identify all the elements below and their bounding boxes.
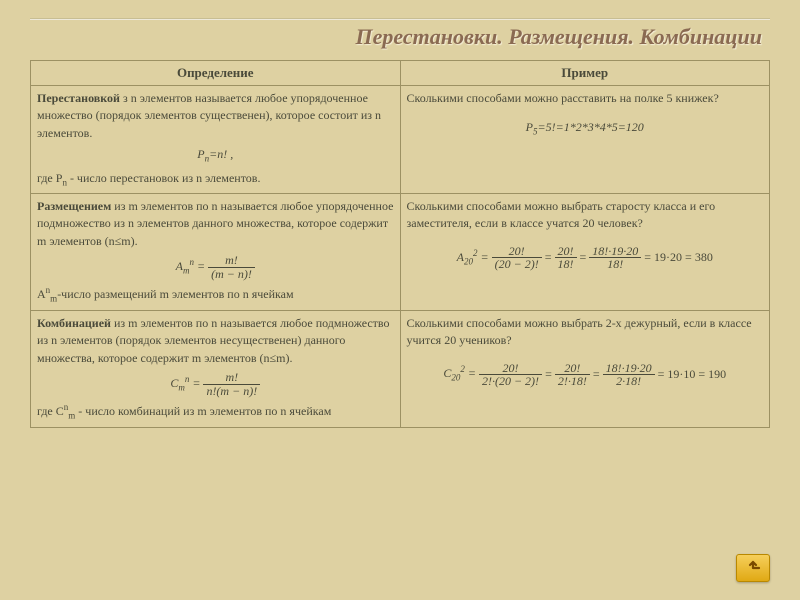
example-cell: Сколькими способами можно выбрать 2-х де… [400, 310, 770, 427]
return-arrow-icon [744, 559, 762, 577]
fraction-num: 20! [492, 245, 542, 259]
example-question: Сколькими способами можно выбрать старос… [407, 198, 764, 233]
fraction-den: (20 − 2)! [492, 258, 542, 271]
formula-lhs: Cmn = [170, 376, 200, 390]
fraction-den: 18! [555, 258, 577, 271]
fraction-num: 18!·19·20 [603, 362, 655, 376]
fraction-num: 20! [555, 362, 590, 376]
fraction-den: n!(m − n)! [203, 385, 260, 398]
formula: Cmn = m! n!(m − n)! [37, 371, 394, 397]
fraction: m! (m − n)! [208, 254, 255, 280]
example-formula: A202 = 20!(20 − 2)! = 20!18! = 18!·19·20… [407, 245, 764, 271]
table-body: Перестановкой з n элементов называется л… [31, 86, 770, 428]
formula-lhs: C202 = [443, 366, 476, 380]
formula-note: Anm-число размещений m элементов по n яч… [37, 284, 394, 305]
example-cell: Сколькими способами можно расставить на … [400, 86, 770, 194]
fraction-den: 2·18! [603, 375, 655, 388]
return-button[interactable] [736, 554, 770, 582]
fraction-num: m! [208, 254, 255, 268]
term: Комбинацией [37, 316, 111, 330]
table-row: Размещением из m элементов по n называет… [31, 194, 770, 311]
top-divider [30, 18, 770, 20]
fraction-num: 20! [555, 245, 577, 259]
example-formula: P5=5!=1*2*3*4*5=120 [407, 119, 764, 138]
formula-result: = 19·10 = 190 [658, 366, 727, 380]
header-example: Пример [400, 61, 770, 86]
term: Размещением [37, 199, 111, 213]
slide: Перестановки. Размещения. Комбинации Опр… [0, 0, 800, 600]
formula: Pn=n! , [37, 146, 394, 165]
definition-cell: Размещением из m элементов по n называет… [31, 194, 401, 311]
formula-note: где Cnm - число комбинаций из m элементо… [37, 401, 394, 422]
formula-lhs: Amn = [176, 259, 205, 273]
formula-note: где Pn - число перестановок из n элемент… [37, 170, 394, 189]
term: Перестановкой [37, 91, 120, 105]
table-row: Комбинацией из m элементов по n называет… [31, 310, 770, 427]
example-formula: C202 = 20!2!·(20 − 2)! = 20!2!·18! = 18!… [407, 362, 764, 388]
formula: Amn = m! (m − n)! [37, 254, 394, 280]
fraction-den: 2!·(20 − 2)! [479, 375, 542, 388]
fraction-den: 2!·18! [555, 375, 590, 388]
table-row: Перестановкой з n элементов называется л… [31, 86, 770, 194]
formula-result: = 19·20 = 380 [644, 250, 713, 264]
header-definition: Определение [31, 61, 401, 86]
table-header-row: Определение Пример [31, 61, 770, 86]
fraction-num: 20! [479, 362, 542, 376]
example-cell: Сколькими способами можно выбрать старос… [400, 194, 770, 311]
fraction-den: 18! [589, 258, 641, 271]
fraction: m! n!(m − n)! [203, 371, 260, 397]
content-table: Определение Пример Перестановкой з n эле… [30, 60, 770, 428]
definition-cell: Перестановкой з n элементов называется л… [31, 86, 401, 194]
formula-lhs: A202 = [457, 250, 489, 264]
definition-cell: Комбинацией из m элементов по n называет… [31, 310, 401, 427]
fraction-num: 18!·19·20 [589, 245, 641, 259]
fraction-den: (m − n)! [208, 268, 255, 281]
slide-title: Перестановки. Размещения. Комбинации [30, 24, 770, 50]
fraction-num: m! [203, 371, 260, 385]
example-question: Сколькими способами можно выбрать 2-х де… [407, 315, 764, 350]
example-question: Сколькими способами можно расставить на … [407, 90, 764, 107]
